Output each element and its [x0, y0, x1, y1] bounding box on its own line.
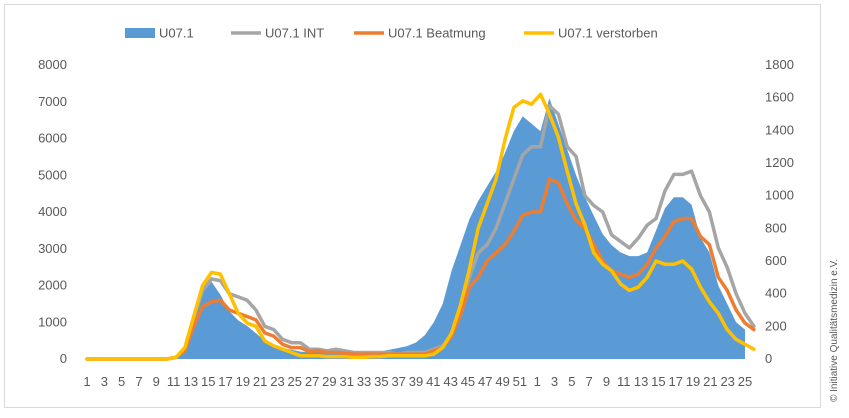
x-tick-label: 21 [703, 374, 717, 389]
series-line-u07-1-verstorben [85, 92, 756, 361]
right-tick-label: 1800 [765, 57, 794, 72]
plot-area [85, 92, 756, 361]
x-tick-label: 3 [551, 374, 558, 389]
x-tick-label: 3 [101, 374, 108, 389]
left-tick-label: 4000 [38, 204, 67, 219]
x-tick-label: 15 [201, 374, 215, 389]
x-tick-label: 41 [426, 374, 440, 389]
x-tick-label: 7 [135, 374, 142, 389]
x-tick-label: 27 [305, 374, 319, 389]
x-tick-label: 39 [409, 374, 423, 389]
x-tick-label: 19 [686, 374, 700, 389]
series-area-u07-1 [87, 98, 745, 359]
legend-label-u07-1: U07.1 [159, 26, 194, 41]
legend-label-u07-1-int: U07.1 INT [265, 26, 324, 41]
chart-frame: U07.1 U07.1 INT U07.1 Beatmung U07.1 versto… [4, 4, 821, 408]
right-tick-label: 0 [765, 351, 772, 366]
x-tick-label: 13 [634, 374, 648, 389]
right-axis-ticks: 0 200 400 600 800 1000 1200 1400 1600 1800 [765, 57, 794, 366]
x-tick-label: 35 [374, 374, 388, 389]
x-axis-ticks: 1 3 5 7 9 11 13 15 17 19 21 23 25 27 29 31 33 35 37 39 41 43 4… [83, 374, 752, 389]
right-tick-label: 200 [765, 318, 787, 333]
x-tick-label: 9 [603, 374, 610, 389]
legend-label-u07-1-beatmung: U07.1 Beatmung [388, 26, 486, 41]
x-tick-label: 9 [153, 374, 160, 389]
x-tick-label: 49 [495, 374, 509, 389]
legend-swatch-u07-1 [125, 28, 155, 38]
x-tick-label: 11 [167, 374, 181, 389]
x-tick-label: 1 [534, 374, 541, 389]
right-tick-label: 400 [765, 286, 787, 301]
x-tick-label: 25 [288, 374, 302, 389]
left-tick-label: 8000 [38, 57, 67, 72]
copyright-text: © Initiative Qualitätsmedizin e.V. [829, 258, 840, 402]
x-tick-label: 33 [357, 374, 371, 389]
x-tick-label: 21 [253, 374, 267, 389]
right-tick-label: 600 [765, 253, 787, 268]
x-tick-label: 7 [586, 374, 593, 389]
x-tick-label: 23 [270, 374, 284, 389]
left-tick-label: 1000 [38, 314, 67, 329]
x-tick-label: 11 [617, 374, 631, 389]
right-tick-label: 800 [765, 220, 787, 235]
left-tick-label: 6000 [38, 131, 67, 146]
legend: U07.1 U07.1 INT U07.1 Beatmung U07.1 versto… [125, 26, 658, 41]
left-tick-label: 2000 [38, 278, 67, 293]
x-tick-label: 5 [568, 374, 575, 389]
left-tick-label: 7000 [38, 94, 67, 109]
left-axis-ticks: 0 1000 2000 3000 4000 5000 6000 7000 8000 [38, 57, 67, 366]
x-tick-label: 19 [236, 374, 250, 389]
x-tick-label: 15 [651, 374, 665, 389]
x-tick-label: 45 [461, 374, 475, 389]
x-tick-label: 31 [340, 374, 354, 389]
left-tick-label: 3000 [38, 241, 67, 256]
x-tick-label: 17 [669, 374, 683, 389]
right-tick-label: 1200 [765, 155, 794, 170]
left-tick-label: 0 [60, 351, 67, 366]
x-tick-label: 37 [391, 374, 405, 389]
x-tick-label: 43 [443, 374, 457, 389]
x-tick-label: 23 [720, 374, 734, 389]
x-tick-label: 51 [513, 374, 527, 389]
chart-svg: U07.1 U07.1 INT U07.1 Beatmung U07.1 versto… [38, 26, 794, 390]
left-tick-label: 5000 [38, 167, 67, 182]
x-tick-label: 5 [118, 374, 125, 389]
right-tick-label: 1400 [765, 122, 794, 137]
x-tick-label: 13 [184, 374, 198, 389]
x-tick-label: 1 [83, 374, 90, 389]
x-tick-label: 25 [738, 374, 752, 389]
right-tick-label: 1000 [765, 188, 794, 203]
x-tick-label: 29 [322, 374, 336, 389]
right-tick-label: 1600 [765, 90, 794, 105]
x-tick-label: 17 [218, 374, 232, 389]
legend-label-u07-1-verstorben: U07.1 verstorben [558, 26, 658, 41]
x-tick-label: 47 [478, 374, 492, 389]
